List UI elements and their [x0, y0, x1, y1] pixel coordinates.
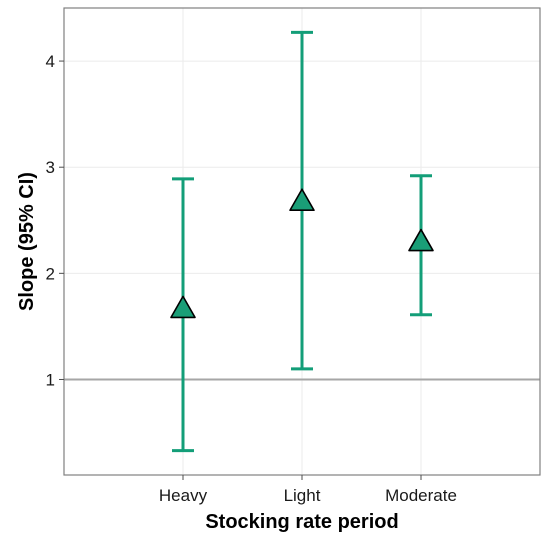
y-tick-label: 2 — [46, 264, 55, 283]
x-axis-title: Stocking rate period — [205, 511, 398, 533]
data-layer — [170, 30, 434, 453]
axes: 1 2 3 4 Heavy Light Moderate — [46, 52, 457, 505]
y-tick-label: 1 — [46, 370, 55, 389]
x-tick-label: Light — [284, 486, 321, 505]
data-point-marker — [408, 228, 434, 252]
y-axis-title: Slope (95% CI) — [16, 172, 38, 311]
x-tick-label: Moderate — [385, 486, 457, 505]
x-tick-label: Heavy — [159, 486, 208, 505]
y-tick-label: 4 — [46, 52, 55, 71]
y-tick-label: 3 — [46, 158, 55, 177]
data-point-marker — [170, 295, 196, 319]
data-point-marker — [289, 188, 315, 212]
